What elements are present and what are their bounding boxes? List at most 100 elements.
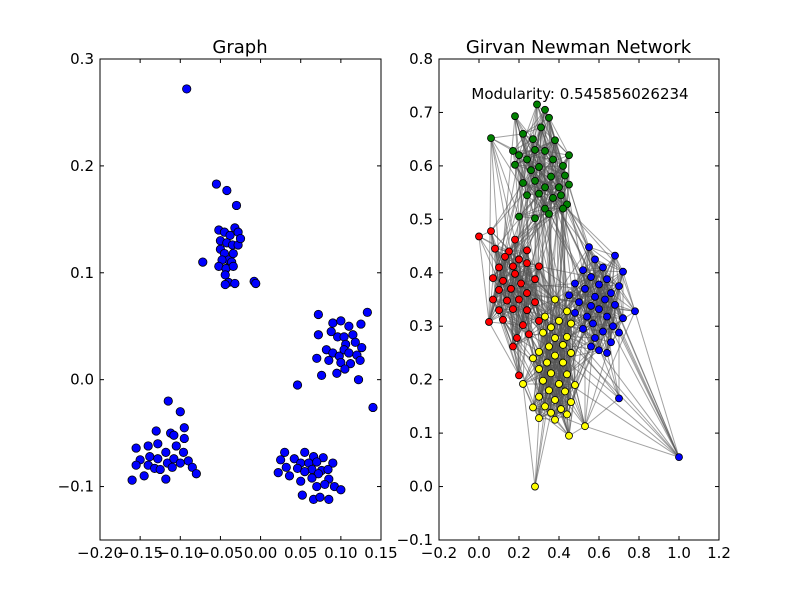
graph-point: [171, 441, 181, 451]
graph-point: [198, 257, 208, 267]
network-edge: [488, 321, 520, 376]
network-node: [551, 334, 559, 342]
network-y-tick-label: 0.4: [409, 264, 433, 282]
graph-point: [273, 468, 283, 478]
graph-point: [292, 380, 303, 390]
network-node: [565, 180, 573, 189]
network-edge: [514, 265, 540, 275]
network-edge: [566, 349, 600, 375]
graph-plot-frame: [99, 58, 382, 541]
network-node: [523, 259, 531, 268]
network-edge: [478, 236, 520, 260]
network-edge: [538, 165, 564, 168]
network-node: [595, 280, 603, 289]
network-edge: [546, 323, 572, 363]
network-edge: [568, 292, 612, 296]
graph-point: [336, 485, 346, 495]
network-node: [675, 453, 683, 462]
graph-point: [179, 433, 189, 444]
network-edge: [584, 397, 620, 427]
graph-point: [161, 474, 171, 484]
network-edge: [534, 180, 570, 186]
graph-point: [312, 457, 322, 467]
network-edge: [518, 193, 540, 217]
network-node: [587, 302, 595, 310]
network-node: [559, 341, 567, 349]
network-node: [615, 328, 623, 337]
graph-x-tick-label: 0.00: [244, 544, 277, 562]
network-node: [571, 381, 579, 389]
graph-point: [191, 469, 201, 479]
network-edge: [538, 266, 556, 300]
network-edge: [568, 294, 596, 298]
network-node: [511, 160, 519, 169]
network-node: [561, 387, 569, 396]
network-edge: [554, 208, 564, 300]
network-node: [487, 227, 495, 235]
network-node: [523, 246, 531, 255]
network-edge: [538, 127, 542, 194]
network-edge: [534, 412, 552, 487]
network-node: [523, 289, 531, 297]
graph-point: [230, 278, 240, 289]
graph-point: [345, 359, 356, 369]
graph-y-tick-label: −0.1: [58, 478, 94, 496]
network-edge: [512, 346, 520, 376]
network-edge: [522, 383, 536, 487]
network-panel: Girvan Newman Network −0.2 0.0 0.2 0.4 0.6 0.…: [397, 37, 731, 562]
network-node: [475, 232, 483, 241]
graph-point: [175, 458, 185, 468]
network-node: [535, 365, 543, 373]
network-node: [491, 244, 499, 253]
graph-point: [296, 476, 306, 486]
network-node: [609, 322, 617, 331]
network-edge: [534, 266, 540, 303]
network-node: [549, 194, 557, 202]
network-x-tick-label: 0.6: [587, 544, 611, 562]
graph-x-tick-label: 0.15: [364, 544, 397, 562]
network-x-tick-label: 1.2: [707, 544, 731, 562]
graph-point: [145, 452, 155, 462]
graph-point: [339, 332, 349, 342]
network-node: [515, 212, 523, 221]
network-node: [551, 136, 559, 145]
network-node: [581, 284, 589, 293]
network-node: [519, 380, 527, 388]
graph-x-tick-label: −0.10: [157, 544, 203, 562]
network-edge: [490, 133, 524, 139]
network-edge: [594, 258, 624, 273]
network-node: [545, 113, 553, 122]
network-node: [557, 405, 565, 413]
network-node: [561, 171, 569, 180]
network-edge: [538, 362, 564, 370]
network-edge: [518, 334, 530, 376]
network-node: [537, 123, 545, 132]
network-edge: [598, 349, 680, 458]
graph-point: [328, 318, 338, 328]
network-edge: [538, 184, 570, 195]
graph-point: [324, 494, 334, 504]
graph-x-tick-label: −0.15: [117, 544, 163, 562]
network-edge: [550, 412, 586, 427]
network-node: [559, 358, 567, 367]
network-edge: [478, 236, 490, 323]
network-edge: [488, 308, 514, 323]
network-edge: [512, 309, 518, 339]
network-edge: [564, 391, 586, 427]
network-node: [535, 414, 543, 423]
graph-point: [161, 447, 171, 457]
network-node: [531, 176, 539, 185]
graph-x-tick-label: −0.20: [77, 544, 123, 562]
graph-point: [344, 348, 354, 358]
network-edge: [502, 319, 514, 347]
network-node: [517, 279, 525, 288]
graph-point: [220, 279, 230, 290]
network-node: [539, 328, 547, 337]
graph-point: [323, 464, 333, 475]
network-edge: [498, 309, 540, 322]
graph-point: [151, 426, 161, 436]
network-node: [589, 319, 597, 328]
network-edge: [522, 358, 534, 385]
network-node: [541, 402, 549, 411]
